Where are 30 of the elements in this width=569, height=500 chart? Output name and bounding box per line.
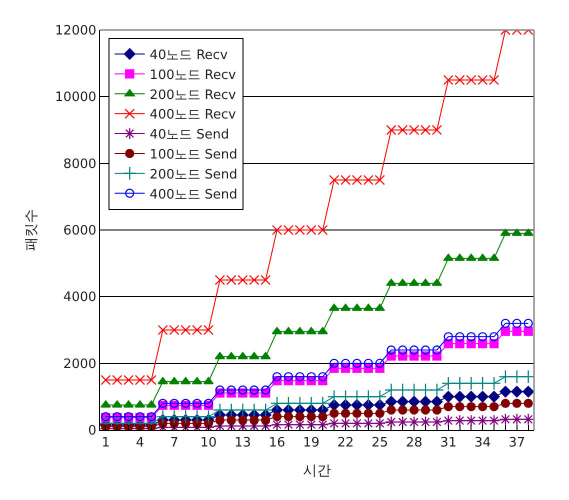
- legend-label: 40노드 Send: [150, 128, 230, 143]
- y-tick-label: 4000: [63, 290, 96, 306]
- legend-label: 100노드 Recv: [150, 68, 236, 83]
- legend-label: 200노드 Send: [150, 167, 238, 182]
- y-axis-title: 패킷수: [24, 209, 40, 251]
- x-tick-label: 7: [170, 436, 178, 451]
- x-tick-label: 10: [200, 436, 217, 451]
- x-tick-label: 25: [372, 436, 388, 451]
- y-tick-label: 10000: [55, 90, 96, 106]
- y-tick-label: 0: [88, 424, 96, 439]
- x-tick-label: 28: [406, 436, 422, 451]
- legend-label: 400노드 Send: [150, 187, 238, 202]
- x-tick-label: 22: [337, 436, 354, 451]
- x-tick-label: 13: [234, 436, 252, 451]
- x-tick-label: 1: [102, 436, 110, 451]
- y-tick-label: 12000: [55, 24, 96, 39]
- legend-label: 100노드 Send: [150, 148, 238, 163]
- x-tick-label: 37: [508, 436, 526, 451]
- x-tick-label: 31: [440, 436, 457, 451]
- legend-label: 40노드 Recv: [150, 48, 228, 64]
- y-tick-label: 2000: [63, 356, 96, 372]
- y-tick-label: 8000: [63, 156, 96, 172]
- x-tick-label: 4: [136, 436, 144, 451]
- x-axis-title: 시간: [303, 462, 331, 479]
- y-tick-label: 6000: [63, 224, 96, 239]
- legend-label: 400노드 Recv: [150, 108, 236, 123]
- x-tick-label: 19: [303, 436, 320, 451]
- x-tick-label: 34: [474, 436, 491, 451]
- legend-label: 200노드 Recv: [150, 88, 236, 103]
- x-tick-label: 16: [268, 436, 286, 451]
